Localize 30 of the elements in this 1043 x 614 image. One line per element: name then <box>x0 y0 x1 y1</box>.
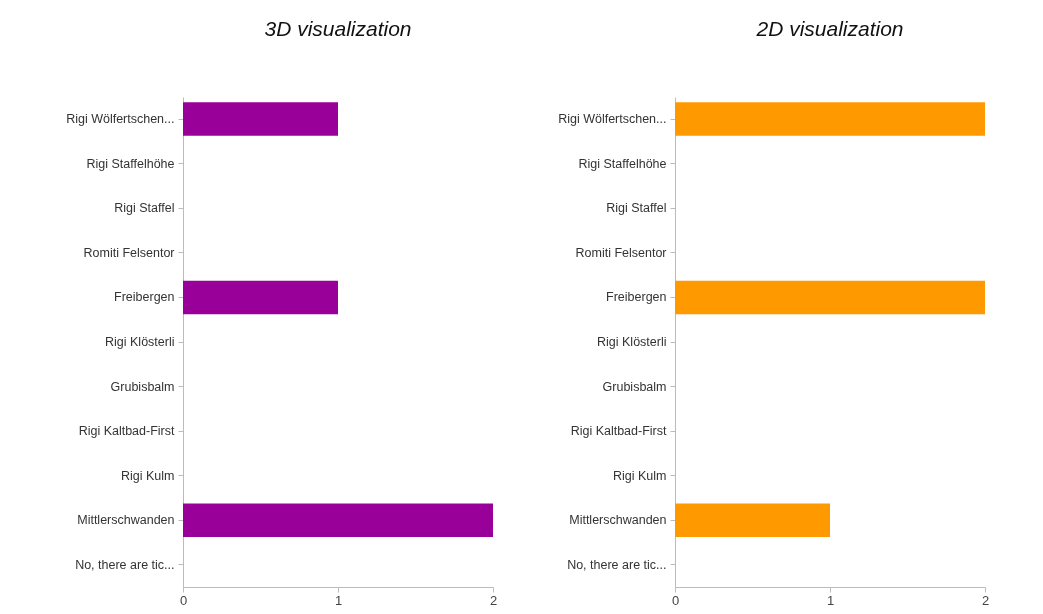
y-tick-label: Rigi Kulm <box>612 468 666 483</box>
chart-title: 2D visualization <box>754 17 904 40</box>
y-tick-label: Rigi Staffelhöhe <box>86 156 175 171</box>
y-tick-label: Grubisbalm <box>602 379 666 394</box>
y-tick-label: Freibergen <box>605 290 667 305</box>
y-tick-label: Rigi Klösterli <box>596 335 666 349</box>
x-tick-label: 1 <box>826 592 834 608</box>
y-tick-label: Rigi Wölfertschen... <box>66 112 175 127</box>
y-tick-label: No, there are tic... <box>566 557 666 572</box>
x-tick-label: 0 <box>671 592 679 608</box>
x-tick-label: 0 <box>179 592 188 608</box>
y-tick-label: Rigi Staffel <box>605 201 666 216</box>
y-tick-label: Rigi Kulm <box>121 468 175 483</box>
y-tick-label: Mittlerschwanden <box>568 513 667 528</box>
x-tick-label: 2 <box>489 592 498 608</box>
y-tick-label: Rigi Klösterli <box>105 335 175 349</box>
y-tick-label: Rigi Wölfertschen... <box>557 112 666 127</box>
y-tick-label: Rigi Kaltbad-First <box>570 424 667 439</box>
y-tick-label: Romiti Felsentor <box>575 245 666 260</box>
y-tick-label: No, there are tic... <box>75 557 175 572</box>
y-tick-label: Mittlerschwanden <box>77 513 175 528</box>
y-tick-label: Rigi Kaltbad-First <box>78 424 176 439</box>
y-tick-label: Romiti Felsentor <box>83 245 175 260</box>
y-tick-label: Rigi Staffel <box>114 201 175 216</box>
y-tick-label: Rigi Staffelhöhe <box>577 156 667 171</box>
x-tick-label: 2 <box>981 592 989 608</box>
chart-title: 3D visualization <box>264 17 412 40</box>
y-tick-label: Freibergen <box>114 290 175 305</box>
x-tick-label: 1 <box>334 592 343 608</box>
y-tick-label: Grubisbalm <box>110 379 175 394</box>
